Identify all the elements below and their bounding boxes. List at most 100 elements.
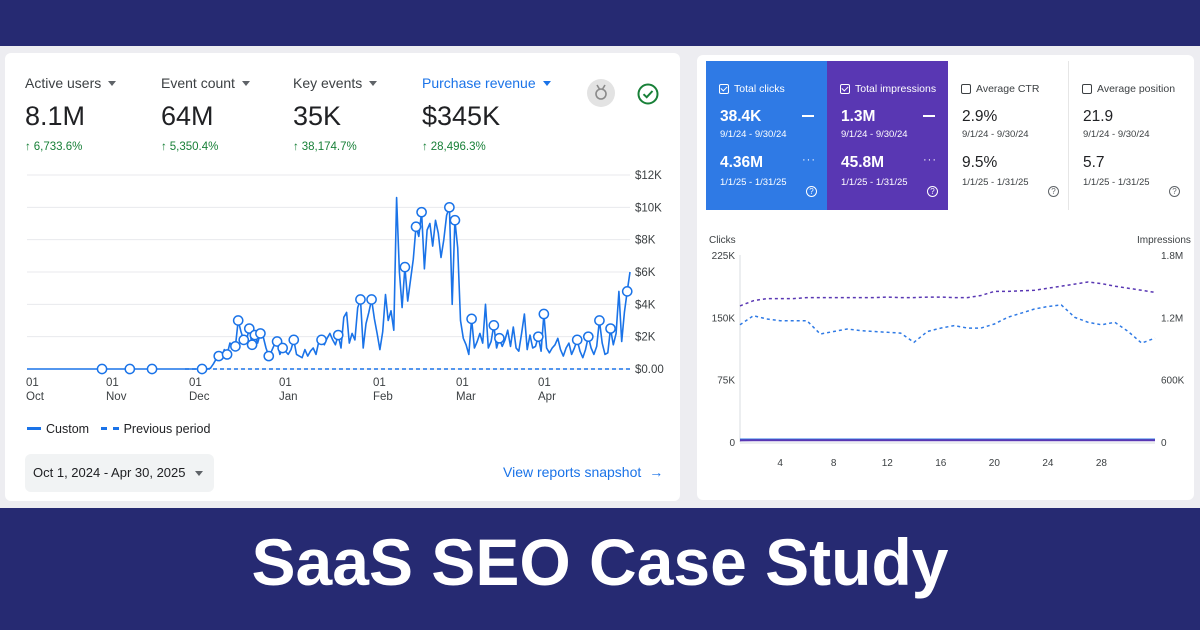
data-point	[238, 334, 250, 346]
x-tick-label: 01 Apr	[538, 377, 556, 403]
help-icon[interactable]: ?	[806, 186, 817, 197]
metric-label[interactable]: Active users	[25, 75, 117, 91]
metric-change: ↑ 6,733.6%	[25, 141, 83, 153]
y-left-tick-label: 225K	[712, 251, 736, 262]
x-tick-label: 01 Feb	[373, 377, 393, 403]
data-point	[416, 206, 427, 218]
data-point	[255, 328, 266, 339]
card-header[interactable]: Average position	[1082, 83, 1175, 95]
data-point	[571, 334, 583, 346]
card-header[interactable]: Average CTR	[961, 83, 1039, 95]
x-tick-label: 01 Jan	[279, 377, 298, 403]
analytics-panel: Active users 8.1M ↑ 6,733.6% Event count …	[5, 53, 680, 501]
checkbox-icon[interactable]	[1082, 84, 1092, 94]
y-tick-label: $4K	[635, 299, 656, 311]
metric-active-users[interactable]: Active users 8.1M ↑ 6,733.6%	[25, 75, 117, 153]
arrow-up-icon: ↑	[293, 141, 299, 153]
data-point	[146, 363, 158, 375]
y-right-tick-label: 1.2M	[1161, 313, 1183, 324]
view-reports-snapshot-link[interactable]: View reports snapshot →	[503, 464, 664, 480]
data-point	[532, 331, 544, 343]
card-average-position[interactable]: Average position 21.9 9/1/24 - 9/30/24 5…	[1069, 61, 1190, 210]
checkbox-icon[interactable]	[719, 84, 729, 94]
checkbox-icon[interactable]	[840, 84, 850, 94]
chevron-down-icon	[108, 81, 117, 86]
data-point	[488, 320, 500, 331]
metric-value: $345K	[422, 101, 501, 131]
metric-change: ↑ 38,174.7%	[293, 141, 357, 153]
data-point	[410, 221, 422, 233]
data-point	[124, 363, 136, 375]
card-date-current: 9/1/24 - 9/30/24	[1083, 129, 1150, 140]
data-point	[594, 315, 605, 326]
metric-change: ↑ 5,350.4%	[161, 141, 219, 153]
data-point	[263, 350, 275, 362]
x-tick-label: 8	[831, 458, 837, 469]
y-left-tick-label: 75K	[717, 376, 735, 387]
data-point	[582, 331, 594, 343]
chevron-down-icon	[369, 81, 378, 86]
y-right-axis-title: Impressions	[1137, 235, 1191, 246]
card-value-compare: 5.7	[1083, 154, 1105, 171]
card-total-clicks[interactable]: Total clicks 38.4K 9/1/24 - 9/30/24 4.36…	[706, 61, 827, 210]
metric-purchase-revenue[interactable]: Purchase revenue $345K ↑ 28,496.3%	[422, 75, 551, 153]
data-point	[332, 329, 344, 341]
card-header[interactable]: Total clicks	[719, 83, 785, 95]
x-tick-label: 01 Mar	[456, 377, 476, 403]
y-right-axis-labels: 0 600K 1.2M 1.8M	[1161, 251, 1185, 449]
dotted-line-swatch: ···	[802, 154, 816, 166]
card-date-current: 9/1/24 - 9/30/24	[720, 129, 787, 140]
data-point	[288, 334, 300, 346]
y-right-tick-label: 0	[1161, 438, 1167, 449]
x-tick-label: 01 Oct	[26, 377, 45, 403]
metric-label[interactable]: Purchase revenue	[422, 75, 551, 91]
data-point	[246, 339, 258, 351]
series-line-0	[739, 304, 1156, 344]
x-tick-label: 24	[1042, 458, 1054, 469]
metric-label[interactable]: Key events	[293, 75, 378, 91]
card-value-compare: 4.36M	[720, 154, 764, 171]
data-point	[605, 323, 616, 334]
legend-item-custom: Custom	[27, 422, 89, 436]
y-axis-labels: $0.00 $2K $4K $6K $8K $10K $12K	[635, 170, 664, 376]
legend-item-previous: Previous period	[100, 422, 210, 436]
badge-icon[interactable]	[587, 79, 615, 107]
card-value-current: 21.9	[1083, 108, 1114, 125]
card-header[interactable]: Total impressions	[840, 83, 936, 95]
card-total-impressions[interactable]: Total impressions 1.3M 9/1/24 - 9/30/24 …	[827, 61, 948, 210]
y-tick-label: $0.00	[635, 364, 664, 376]
checkbox-icon[interactable]	[961, 84, 971, 94]
date-range-picker[interactable]: Oct 1, 2024 - Apr 30, 2025	[25, 454, 214, 492]
data-point	[221, 349, 233, 360]
data-point	[494, 332, 505, 344]
page-title: SaaS SEO Case Study	[251, 525, 949, 599]
card-average-ctr[interactable]: Average CTR 2.9% 9/1/24 - 9/30/24 9.5% 1…	[948, 61, 1069, 210]
card-value-current: 38.4K	[720, 108, 762, 125]
arrow-up-icon: ↑	[25, 141, 31, 153]
chevron-down-icon	[195, 471, 203, 476]
data-point	[449, 214, 461, 226]
chart-legend: Custom Previous period	[27, 419, 218, 436]
data-point	[355, 294, 366, 305]
help-icon[interactable]: ?	[927, 186, 938, 197]
metric-change: ↑ 28,496.3%	[422, 141, 486, 153]
data-point	[621, 286, 633, 297]
check-circle-icon[interactable]	[636, 82, 660, 106]
data-point	[466, 313, 477, 325]
metric-label[interactable]: Event count	[161, 75, 250, 91]
metric-key-events[interactable]: Key events 35K ↑ 38,174.7%	[293, 75, 378, 153]
y-left-tick-label: 150K	[712, 313, 736, 324]
y-right-tick-label: 600K	[1161, 376, 1185, 387]
data-point	[277, 342, 288, 354]
metric-event-count[interactable]: Event count 64M ↑ 5,350.4%	[161, 75, 250, 153]
help-icon[interactable]: ?	[1169, 186, 1180, 197]
card-value-current: 2.9%	[962, 108, 998, 125]
arrow-up-icon: ↑	[422, 141, 428, 153]
card-date-current: 9/1/24 - 9/30/24	[962, 129, 1029, 140]
data-point	[444, 201, 455, 213]
help-icon[interactable]: ?	[1048, 186, 1059, 197]
card-value-compare: 45.8M	[841, 154, 885, 171]
card-date-compare: 1/1/25 - 1/31/25	[841, 177, 908, 188]
data-point	[196, 363, 208, 375]
solid-line-swatch	[802, 115, 814, 117]
